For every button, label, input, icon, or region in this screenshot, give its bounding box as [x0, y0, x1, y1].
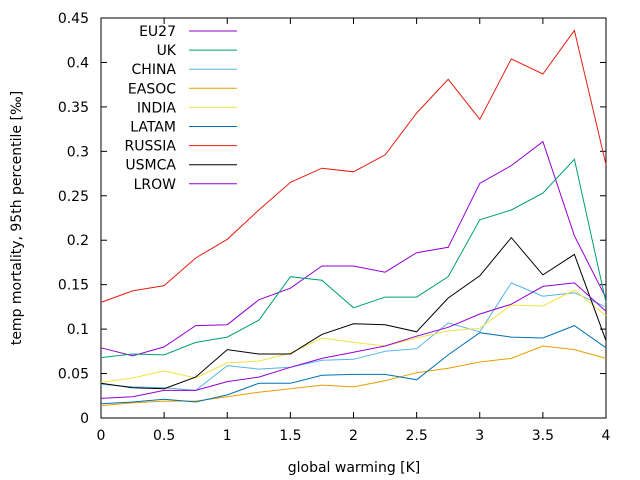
plot-area: 0 0.5 1 1.5 2 2.5 3 3.5 4 0 0.05 0.1 0.15 0.2 0.25 0.3 0…: [58, 11, 611, 444]
series-layer: [100, 29, 607, 407]
x-tick-label: 3.5: [532, 428, 554, 444]
legend-label-easoc: EASOC: [128, 81, 176, 97]
series-line-eu27: [100, 140, 607, 357]
y-axis-label: temp mortality, 95th percentile [‰]: [9, 91, 25, 345]
x-tick-label: 1: [223, 428, 232, 444]
legend-label-eu27: EU27: [139, 24, 176, 40]
legend-label-usmca: USMCA: [125, 158, 176, 174]
x-tick-label: 0.5: [153, 428, 175, 444]
series-line-russia: [100, 29, 607, 303]
legend: EU27 UK CHINA EASOC INDIA LATAM RUSSIA USMCA LRO…: [125, 24, 237, 193]
y-tick-label: 0.3: [67, 144, 89, 160]
series-line-india: [100, 289, 607, 383]
y-tick-label: 0.25: [58, 189, 89, 205]
series-line-usmca: [100, 236, 607, 390]
series-line-latam: [100, 325, 607, 405]
y-tick-label: 0.2: [67, 233, 89, 249]
x-tick-label: 2.5: [405, 428, 427, 444]
y-tick-label: 0.15: [58, 278, 89, 294]
legend-label-russia: RUSSIA: [125, 139, 177, 155]
legend-label-china: CHINA: [132, 62, 177, 78]
series-line-china: [100, 282, 607, 391]
x-tick-label: 0: [97, 428, 106, 444]
y-tick-label: 0: [80, 411, 89, 427]
series-line-uk: [100, 158, 607, 359]
y-tick-label: 0.05: [58, 367, 89, 383]
series-line-lrow: [100, 282, 607, 399]
plot-frame: [100, 17, 607, 419]
legend-label-lrow: LROW: [134, 177, 177, 193]
legend-label-uk: UK: [157, 43, 177, 59]
y-tick-label: 0.45: [58, 11, 89, 27]
x-tick-label: 3: [475, 428, 484, 444]
legend-label-india: INDIA: [137, 100, 177, 116]
y-tick-label: 0.1: [67, 322, 89, 338]
legend-label-latam: LATAM: [130, 120, 176, 136]
x-tick-label: 1.5: [279, 428, 301, 444]
x-tick-label: 2: [349, 428, 358, 444]
series-line-easoc: [100, 345, 607, 407]
y-tick-label: 0.4: [67, 55, 89, 71]
y-tick-label: 0.35: [58, 100, 89, 116]
x-axis-label: global warming [K]: [288, 460, 421, 476]
x-tick-label: 4: [602, 428, 611, 444]
